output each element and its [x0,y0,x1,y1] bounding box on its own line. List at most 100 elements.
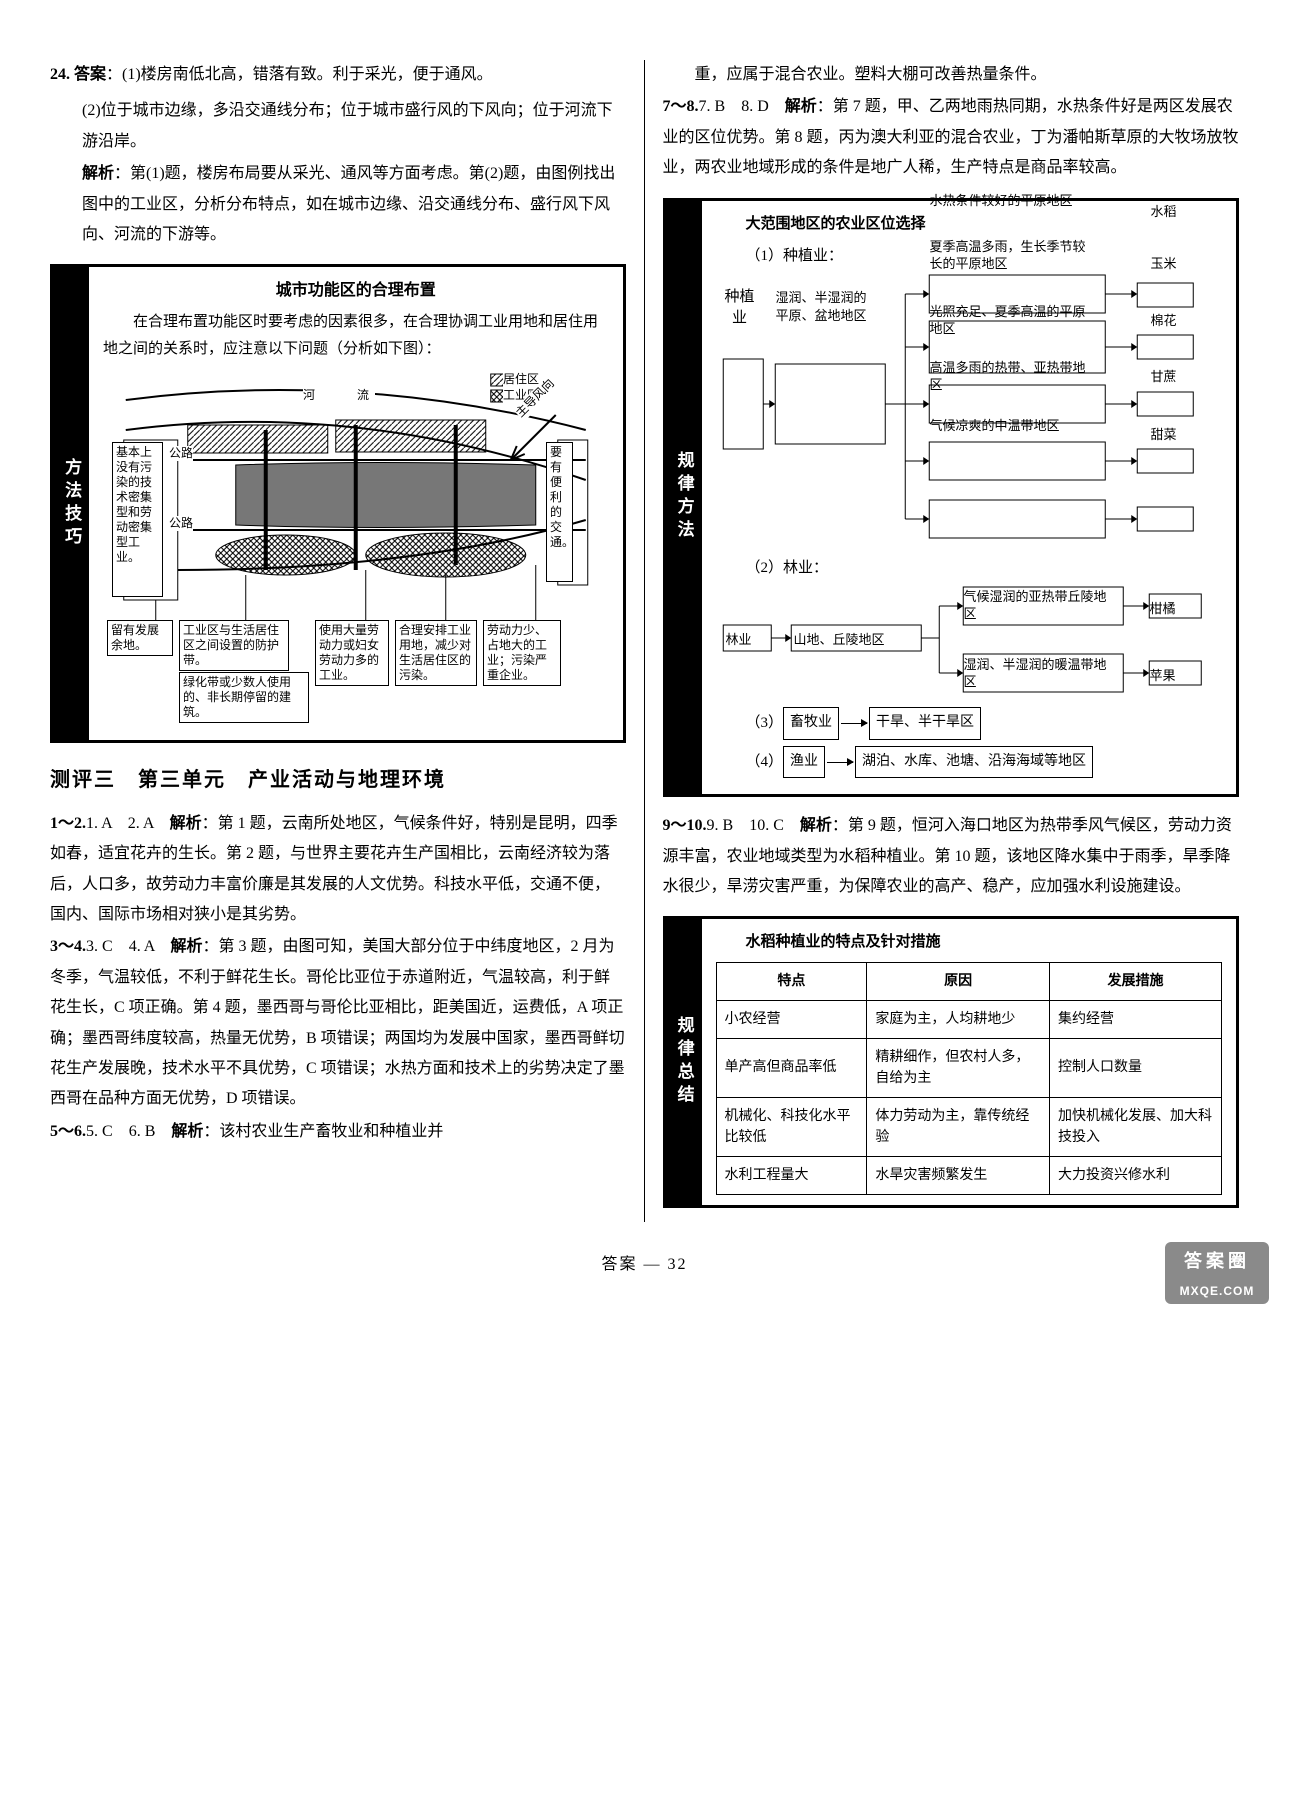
s4-target: 湖泊、水库、池塘、沿海海域等地区 [855,746,1093,779]
th3: 发展措施 [1049,962,1221,1000]
q12-ans: 1. A 2. A [86,815,170,832]
method-box-1: 方法技巧 城市功能区的合理布置 在合理布置功能区时要考虑的因素很多，在合理协调工… [50,264,626,743]
watermark-l2: MXQE.COM [1180,1280,1255,1303]
box2-s4: （4） [746,749,784,775]
right-continuation: 重，应属于混合农业。塑料大棚可改善热量条件。 [663,60,1240,90]
f2-c1: 气候湿润的亚热带丘陵地区 [964,589,1116,623]
f2-c2: 湿润、半湿润的暖温带地区 [964,657,1116,691]
right-column: 重，应属于混合农业。塑料大棚可改善热量条件。 7～8.7. B 8. D 解析：… [645,60,1240,1222]
r4c3: 大力投资兴修水利 [1049,1156,1221,1194]
method-tab-2: 规律方法 [666,201,702,795]
arrow-icon [841,723,867,724]
q34-label: 3～4. [50,938,86,955]
method-content-2: 大范围地区的农业区位选择 （1）种植业： [702,201,1237,795]
q910-jx-label: 解析 [800,817,832,834]
method-tab-1: 方法技巧 [53,267,89,740]
q56-jx-label: 解析 [171,1123,203,1140]
method-content-1: 城市功能区的合理布置 在合理布置功能区时要考虑的因素很多，在合理协调工业用地和居… [89,267,623,740]
table-row: 水利工程量大 水旱灾害频繁发生 大力投资兴修水利 [716,1156,1222,1194]
q34-jx: ：第 3 题，由图可知，美国大部分位于中纬度地区，2 月为冬季，气温较低，不利于… [50,938,625,1107]
f1-p1: 水稻 [1140,201,1188,224]
box1-title: 城市功能区的合理布置 [103,277,609,305]
arrow-icon [827,762,853,763]
q78-ans: 7. B 8. D [699,98,785,115]
q24-ans2: (2)位于城市边缘，多沿交通线分布；位于城市盛行风的下风向；位于河流下游沿岸。 [50,96,626,157]
table-row: 小农经营 家庭为主，人均耕地少 集约经营 [716,1000,1222,1038]
f1-root-desc: 湿润、半湿润的平原、盆地地区 [776,289,878,324]
q34-jx-label: 解析 [170,938,202,955]
r3c3: 加快机械化发展、加大科技投入 [1049,1097,1221,1156]
q56-ans: 5. C 6. B [86,1123,171,1140]
q34-ans: 3. C 4. A [86,938,170,955]
left-column: 24. 答案：(1)楼房南低北高，错落有致。利于采光，便于通风。 (2)位于城市… [50,60,645,1222]
box2-s3: （3） [746,710,784,736]
method-content-3: 水稻种植业的特点及针对措施 特点 原因 发展措施 小农经营 家庭为主，人均耕地少… [702,919,1237,1204]
method-box-2: 规律方法 大范围地区的农业区位选择 （1）种植业： [663,198,1240,798]
f1-p5: 甜菜 [1140,424,1188,447]
road-label-1: 公路 [169,446,193,462]
f2-root: 林业 [726,629,752,652]
r4c1: 水利工程量大 [716,1156,867,1194]
r1c1: 小农经营 [716,1000,867,1038]
page-footer: 答案 — 32 [50,1250,1239,1280]
legend-res: 居住区 [503,372,539,388]
d1-b2: 工业区与生活居住区之间设置的防护带。 [179,620,289,671]
f1-p3: 棉花 [1140,310,1188,333]
d1-left-box: 基本上没有污染的技术密集型和劳动密集型工业。 [112,442,163,597]
table-row: 特点 原因 发展措施 [716,962,1222,1000]
method-box-3: 规律总结 水稻种植业的特点及针对措施 特点 原因 发展措施 小农经营 家庭为主，… [663,916,1240,1207]
urban-layout-diagram: 居住区 工业区 河 流 公路 公路 主导风向 基本上没有污染的技术密集型和劳动密… [103,370,609,730]
r3c1: 机械化、科技化水平比较低 [716,1097,867,1156]
q24-jx-label: 解析 [82,165,114,182]
section3-title: 测评三 第三单元 产业活动与地理环境 [50,761,626,799]
s3-box: 畜牧业 [783,707,839,740]
d1-b4: 使用大量劳动力或妇女劳动力多的工业。 [315,620,389,686]
q24-ans1: ：(1)楼房南低北高，错落有致。利于采光，便于通风。 [106,66,493,83]
d1-b6: 劳动力少、占地大的工业；污染严重企业。 [483,620,561,686]
q24-label: 24. 答案 [50,66,106,83]
r2c1: 单产高但商品率低 [716,1038,867,1097]
q56-jx: ：该村农业生产畜牧业和种植业并 [203,1123,443,1140]
r3c2: 体力劳动为主，靠传统经验 [867,1097,1050,1156]
q12-jx-label: 解析 [170,815,202,832]
f1-c5: 气候凉爽的中温带地区 [930,418,1098,435]
d1-b1: 留有发展余地。 [107,620,173,656]
q24-jx: ：第(1)题，楼房布局要从采光、通风等方面考虑。第(2)题，由图例找出图中的工业… [82,165,615,243]
rice-table: 特点 原因 发展措施 小农经营 家庭为主，人均耕地少 集约经营 单产高但商品率低… [716,962,1223,1195]
box3-title: 水稻种植业的特点及针对措施 [716,929,1223,955]
f1-c1: 水热条件较好的平原地区 [930,193,1098,210]
q12-label: 1～2. [50,815,86,832]
th1: 特点 [716,962,867,1000]
watermark-l1: 答案圈 [1184,1244,1250,1278]
box1-text: 在合理布置功能区时要考虑的因素很多，在合理协调工业用地和居住用地之间的关系时，应… [103,309,609,362]
th2: 原因 [867,962,1050,1000]
watermark: 答案圈 MXQE.COM [1165,1242,1269,1304]
road-label-2: 公路 [169,516,193,532]
r1c3: 集约经营 [1049,1000,1221,1038]
f2-p1: 柑橘 [1150,598,1176,621]
r1c2: 家庭为主，人均耕地少 [867,1000,1050,1038]
f2-root-desc: 山地、丘陵地区 [794,629,885,652]
d1-b5: 合理安排工业用地，减少对生活居住区的污染。 [395,620,477,686]
s3-target: 干旱、半干旱区 [869,707,981,740]
d1-b3: 绿化带或少数人使用的、非长期停留的建筑。 [179,672,309,723]
q78-label: 7～8. [663,98,699,115]
f1-c3: 光照充足、夏季高温的平原地区 [930,304,1098,338]
f1-root: 种植业 [724,287,756,329]
f2-p2: 苹果 [1150,665,1176,688]
r2c3: 控制人口数量 [1049,1038,1221,1097]
q910-ans: 9. B 10. C [707,817,800,834]
q910-label: 9～10. [663,817,707,834]
r2c2: 精耕细作，但农村人多，自给为主 [867,1038,1050,1097]
r4c2: 水旱灾害频繁发生 [867,1156,1050,1194]
table-row: 机械化、科技化水平比较低 体力劳动为主，靠传统经验 加快机械化发展、加大科技投入 [716,1097,1222,1156]
river-label: 河 流 [303,388,375,404]
q78-jx-label: 解析 [785,98,817,115]
d1-right-box: 要有便利的交通。 [546,442,573,582]
box2-s2: （2）林业： [716,555,1223,581]
f1-p2: 玉米 [1140,253,1188,276]
method-tab-3: 规律总结 [666,919,702,1204]
q56-label: 5～6. [50,1123,86,1140]
f1-c2: 夏季高温多雨，生长季节较长的平原地区 [930,239,1098,273]
s4-box: 渔业 [783,746,825,779]
